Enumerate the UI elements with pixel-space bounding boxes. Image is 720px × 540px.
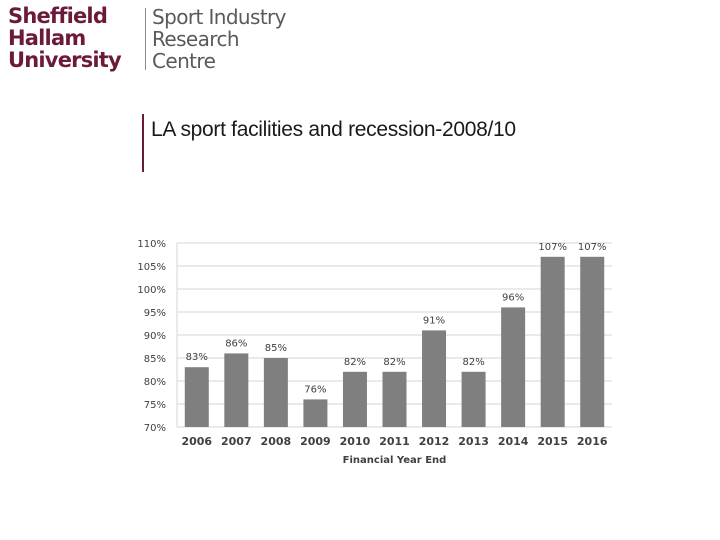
bar (540, 256, 565, 427)
y-tick-label: 90% (144, 331, 166, 342)
y-tick-label: 110% (137, 239, 166, 250)
bar (422, 330, 447, 427)
logo-centre-line-1: Sport Industry (152, 5, 287, 29)
bar (184, 367, 209, 427)
logo-university-line-2: Hallam (8, 26, 86, 50)
title-accent-bar (142, 114, 144, 172)
x-tick-label: 2015 (537, 435, 568, 448)
bar (382, 371, 407, 427)
page-title: LA sport facilities and recession-2008/1… (151, 118, 516, 141)
bar (342, 371, 367, 427)
x-tick-label: 2011 (379, 435, 410, 448)
data-label: 91% (423, 315, 445, 326)
x-tick-label: 2007 (221, 435, 252, 448)
logo-divider (145, 8, 146, 70)
y-tick-label: 95% (144, 308, 166, 319)
data-label: 82% (383, 357, 405, 368)
logo-centre-line-3: Centre (152, 49, 216, 73)
data-label: 83% (186, 352, 208, 363)
y-tick-label: 70% (144, 423, 166, 434)
y-tick-label: 105% (137, 262, 166, 273)
y-tick-label: 75% (144, 400, 166, 411)
x-tick-label: 2010 (340, 435, 371, 448)
data-label: 96% (502, 292, 524, 303)
bar (263, 358, 288, 427)
x-tick-label: 2016 (577, 435, 608, 448)
logo-university-line-3: University (8, 48, 122, 72)
y-tick-label: 85% (144, 354, 166, 365)
data-label: 85% (265, 343, 287, 354)
data-label: 82% (344, 357, 366, 368)
y-tick-label: 80% (144, 377, 166, 388)
logo-university-line-1: Sheffield (8, 4, 108, 28)
x-tick-label: 2008 (261, 435, 292, 448)
university-logo: Sheffield Hallam University (8, 5, 136, 71)
x-tick-label: 2009 (300, 435, 331, 448)
bar (303, 399, 328, 427)
research-centre-logo: Sport Industry Research Centre (152, 5, 287, 73)
bar (501, 307, 526, 427)
bar (461, 371, 486, 427)
data-label: 82% (462, 357, 484, 368)
x-tick-label: 2014 (498, 435, 529, 448)
bar (224, 353, 249, 427)
x-tick-label: 2006 (181, 435, 212, 448)
data-label: 107% (538, 242, 567, 253)
x-tick-label: 2012 (419, 435, 450, 448)
bar (580, 256, 605, 427)
x-axis-title: Financial Year End (343, 455, 447, 466)
data-label: 76% (304, 384, 326, 395)
x-tick-label: 2013 (458, 435, 489, 448)
data-label: 86% (225, 338, 247, 349)
logo-centre-line-2: Research (152, 27, 240, 51)
y-tick-label: 100% (137, 285, 166, 296)
data-label: 107% (578, 242, 607, 253)
